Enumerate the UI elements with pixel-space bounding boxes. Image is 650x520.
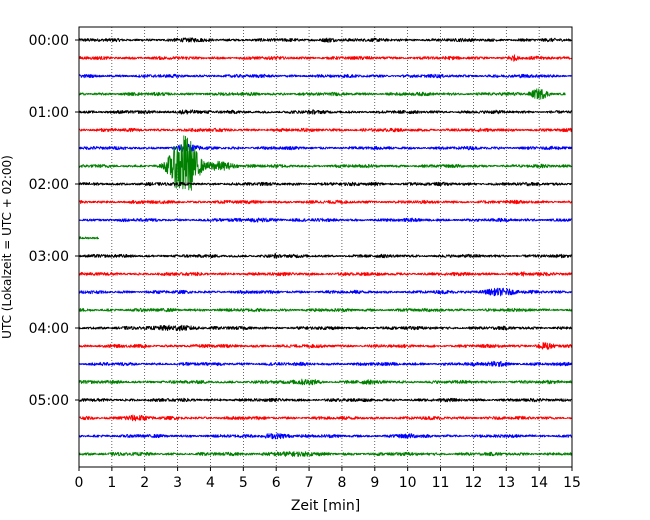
- y-tick-label: 04:00: [29, 321, 69, 337]
- trace-series: [79, 432, 572, 440]
- y-tick-label: 03:00: [29, 249, 69, 265]
- trace-series: [79, 451, 572, 458]
- trace-series: [79, 360, 572, 367]
- x-tick-label: 11: [432, 475, 450, 491]
- y-tick-label: 05:00: [29, 393, 69, 409]
- trace-series: [79, 199, 572, 205]
- trace-series: [79, 397, 572, 403]
- trace-series: [79, 307, 572, 313]
- trace-series: [79, 88, 566, 100]
- x-tick-label: 3: [173, 475, 182, 491]
- x-tick-label: 7: [305, 475, 314, 491]
- trace-series: [79, 287, 572, 297]
- x-tick-label: 0: [75, 475, 84, 491]
- trace-series: [79, 236, 100, 240]
- plot-frame: [78, 26, 573, 468]
- trace-series: [79, 181, 572, 187]
- y-axis-ticks: 00:00 01:00 02:00 03:00 04:00 05:00: [29, 33, 79, 409]
- trace-series: [79, 37, 572, 43]
- trace-series: [79, 73, 572, 79]
- x-tick-label: 1: [107, 475, 116, 491]
- x-tick-label: 5: [239, 475, 248, 491]
- trace-series: [79, 143, 572, 153]
- y-tick-label: 02:00: [29, 177, 69, 193]
- trace-series: [79, 54, 572, 62]
- x-tick-label: 8: [337, 475, 346, 491]
- trace-series: [79, 414, 572, 422]
- y-tick-label: 00:00: [29, 33, 69, 49]
- x-tick-label: 4: [206, 475, 215, 491]
- x-tick-label: 14: [530, 475, 548, 491]
- y-tick-label: 01:00: [29, 105, 69, 121]
- trace-series: [79, 271, 572, 277]
- trace-series: [79, 217, 572, 223]
- x-tick-label: 2: [140, 475, 149, 491]
- x-tick-label: 6: [272, 475, 281, 491]
- trace-series: [79, 342, 572, 350]
- trace-series: [79, 127, 572, 133]
- grid: [111, 27, 540, 467]
- x-tick-label: 13: [497, 475, 515, 491]
- x-axis-ticks: 0 1 2 3 4 5 6 7 8 9 10 11 12 13 14 15: [75, 467, 581, 491]
- trace-series: [79, 378, 572, 386]
- trace-series: [79, 135, 572, 191]
- traces: [79, 37, 572, 458]
- x-tick-label: 9: [370, 475, 379, 491]
- x-tick-label: 10: [399, 475, 417, 491]
- trace-series: [79, 253, 572, 259]
- x-tick-label: 12: [464, 475, 482, 491]
- x-axis-label: Zeit [min]: [291, 498, 360, 514]
- y-axis-label: UTC (Lokalzeit = UTC + 02:00): [0, 155, 14, 339]
- x-tick-label: 15: [563, 475, 581, 491]
- trace-series: [79, 324, 572, 332]
- trace-series: [79, 109, 572, 115]
